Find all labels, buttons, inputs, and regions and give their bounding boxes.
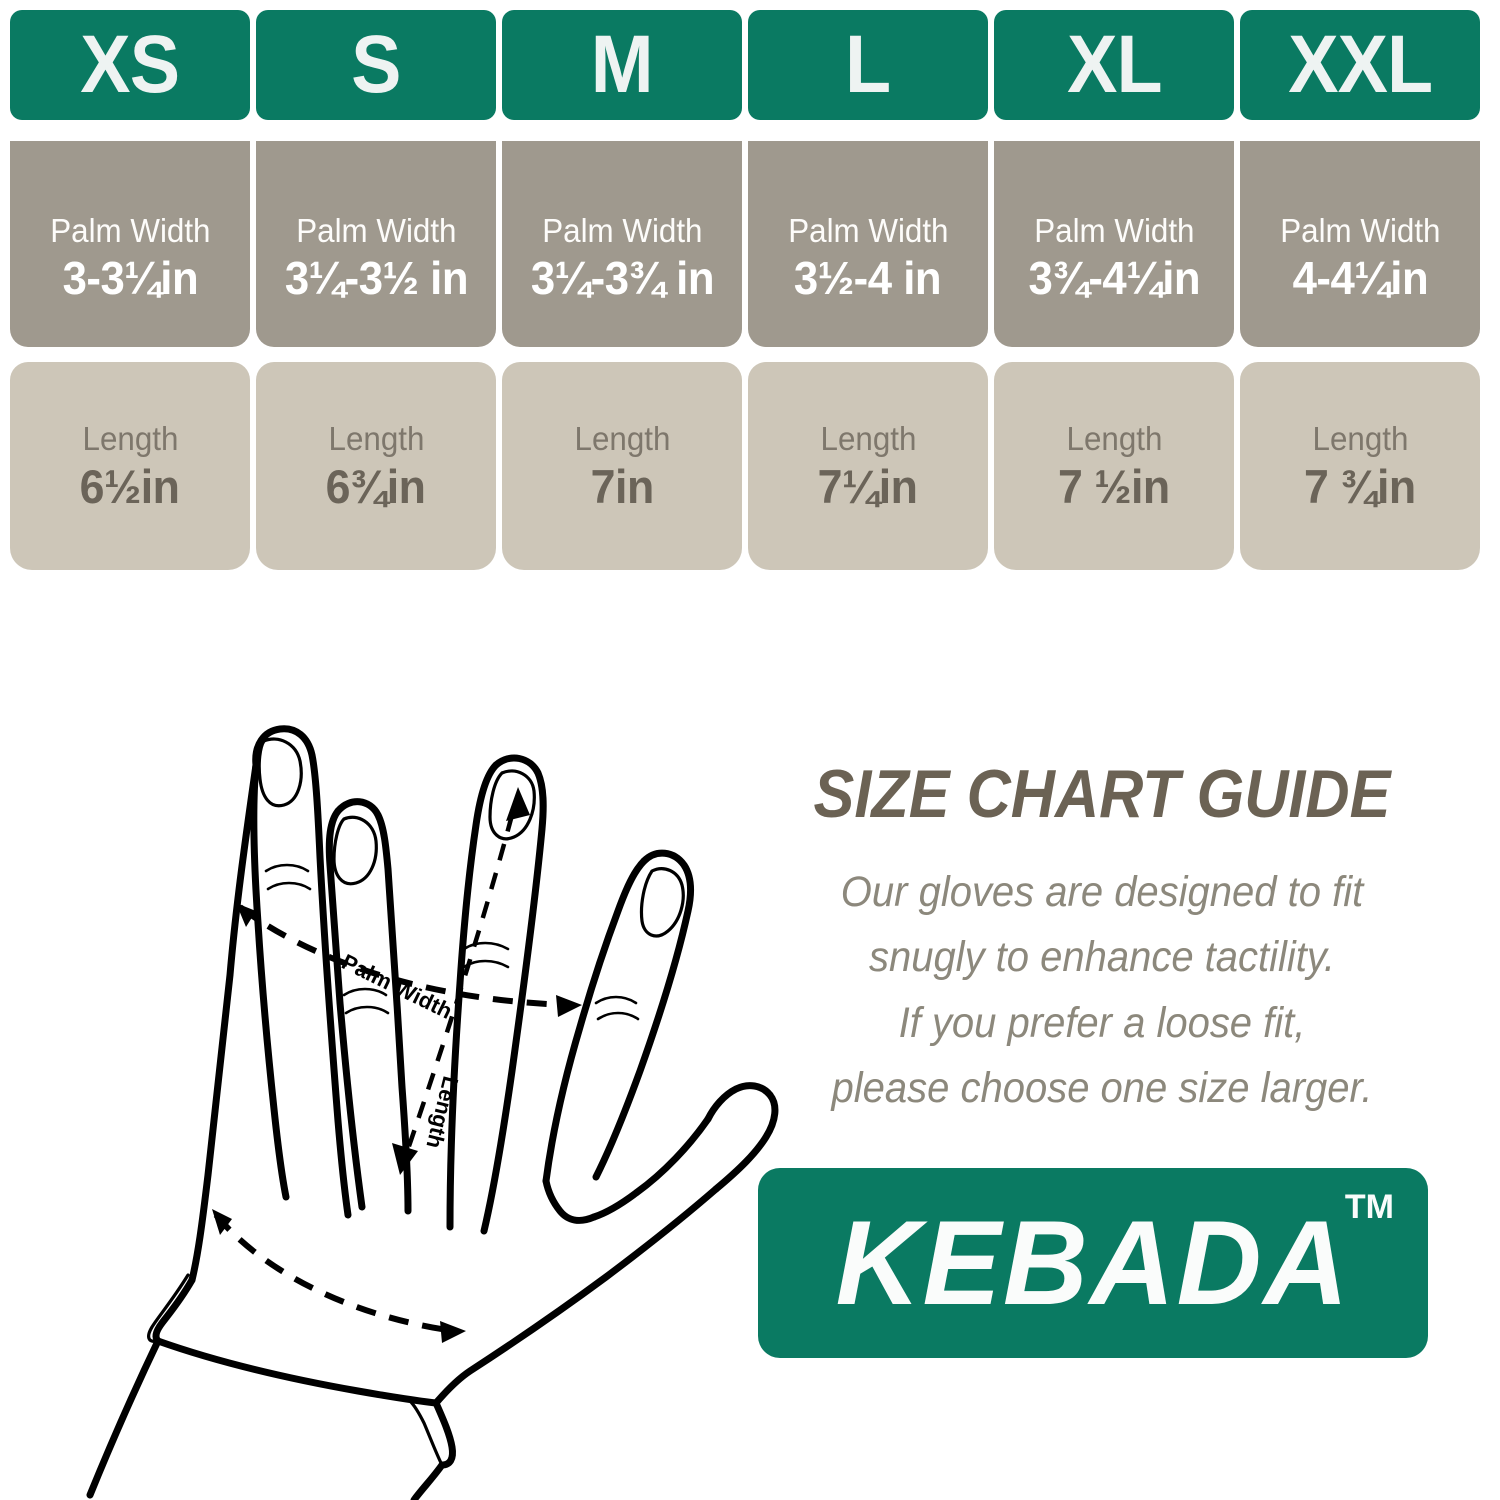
size-column-xs: XS Palm Width 3-3¼in Length 6½in [10,0,250,578]
wrist-measure-arrow-icon [212,1209,466,1343]
index-finger-outline-icon [542,849,695,1185]
trademark-symbol: TM [1344,1188,1394,1226]
size-header-label: XXL [1288,19,1433,110]
size-header-xxl: XXL [1240,10,1480,120]
length-label: Length [574,420,670,457]
hand-measurement-diagram: Palm Width Length [40,575,780,1500]
palm-width-label: Palm Width [295,212,457,250]
size-header-l: L [748,10,988,120]
guide-panel: SIZE CHART GUIDE Our gloves are designed… [740,740,1480,1380]
palm-width-cell-xs: Palm Width 3-3¼in [10,141,250,347]
length-value: 7 ½in [1058,459,1170,513]
length-value: 7in [590,459,654,513]
page-title: SIZE CHART GUIDE [813,756,1391,832]
size-column-l: L Palm Width 3½-4 in Length 7¼in [748,0,988,578]
palm-width-value: 3-3¼in [62,252,198,305]
palm-width-cell-xl: Palm Width 3¾-4¼in [994,141,1234,347]
size-column-m: M Palm Width 3¼-3¾ in Length 7in [502,0,742,578]
length-label: Length [82,420,178,457]
palm-width-value: 4-4¼in [1292,252,1428,305]
length-label: Length [1066,420,1162,457]
length-label: Length [328,420,424,457]
length-value: 7¼in [818,459,918,513]
length-cell-xs: Length 6½in [10,362,250,570]
description-line: Our gloves are designed to fit [840,868,1364,916]
hand-outline-icon [86,761,779,1500]
palm-width-label: Palm Width [787,212,949,250]
length-cell-s: Length 6¾in [256,362,496,570]
brand-logo-badge: KEBADA TM [758,1168,1428,1358]
palm-width-label: Palm Width [541,212,703,250]
size-header-label: M [591,19,654,110]
length-cell-m: Length 7in [502,362,742,570]
size-column-xxl: XXL Palm Width 4-4¼in Length 7 ¾in [1240,0,1480,578]
palm-width-value: 3¼-3½ in [284,252,468,305]
size-header-label: L [845,19,891,110]
palm-width-cell-m: Palm Width 3¼-3¾ in [502,141,742,347]
size-header-label: XL [1066,19,1162,110]
palm-width-cell-l: Palm Width 3½-4 in [748,141,988,347]
length-label: Length [1312,420,1408,457]
size-header-label: XS [80,19,181,110]
guide-description: Our gloves are designed to fit snugly to… [752,860,1452,1121]
length-cell-l: Length 7¼in [748,362,988,570]
palm-width-cell-xxl: Palm Width 4-4¼in [1240,141,1480,347]
length-cell-xl: Length 7 ½in [994,362,1234,570]
description-line: If you prefer a loose fit, [898,998,1306,1047]
palm-width-measure-arrow-icon [236,903,582,1017]
palm-width-value: 3¼-3¾ in [530,252,714,305]
size-header-xs: XS [10,10,250,120]
ring-finger-outline-icon [325,798,412,1215]
description-line: please choose one size larger. [831,1064,1373,1113]
length-value: 6½in [80,459,180,513]
size-column-s: S Palm Width 3¼-3½ in Length 6¾in [256,0,496,578]
palm-width-value: 3¾-4¼in [1028,252,1200,305]
size-column-xl: XL Palm Width 3¾-4¼in Length 7 ½in [994,0,1234,578]
size-header-label: S [351,19,401,110]
length-value: 7 ¾in [1304,459,1416,513]
size-header-s: S [256,10,496,120]
palm-width-value: 3½-4 in [794,252,942,305]
palm-width-label: Palm Width [49,212,211,250]
length-cell-xxl: Length 7 ¾in [1240,362,1480,570]
size-header-m: M [502,10,742,120]
length-label: Length [820,420,916,457]
length-value: 6¾in [326,459,426,513]
palm-width-label: Palm Width [1279,212,1441,250]
brand-name-label: KEBADA [835,1196,1351,1330]
length-measure-arrow-icon [392,787,530,1175]
size-header-xl: XL [994,10,1234,120]
little-finger-outline-icon [250,725,352,1219]
middle-finger-outline-icon [446,754,547,1235]
description-line: snugly to enhance tactility. [868,933,1336,982]
size-table: XS Palm Width 3-3¼in Length 6½in S Palm … [0,0,1500,578]
palm-width-label: Palm Width [1033,212,1195,250]
palm-width-cell-s: Palm Width 3¼-3½ in [256,141,496,347]
